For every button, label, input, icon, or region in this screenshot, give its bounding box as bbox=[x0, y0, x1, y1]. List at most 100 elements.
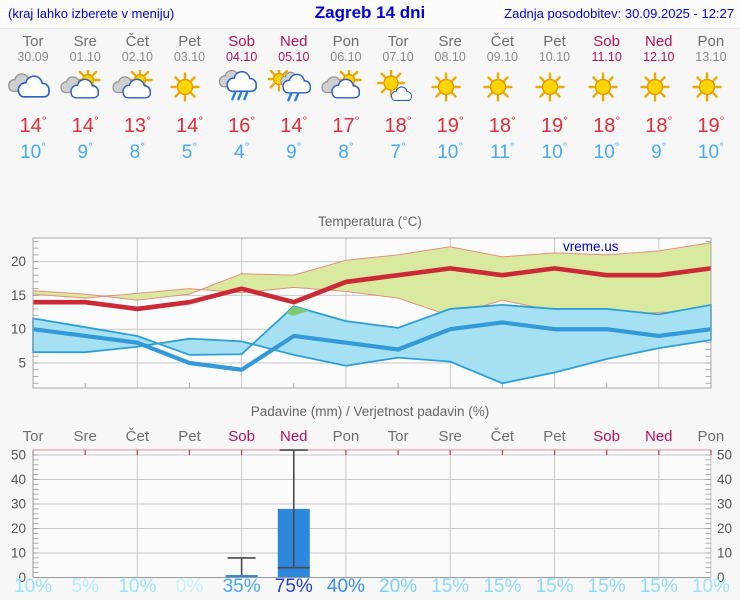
temperature-chart: 5 10 15 20 vreme.us bbox=[0, 233, 740, 393]
precip-day-label: Čet bbox=[490, 428, 514, 445]
day-name: Pet bbox=[178, 33, 201, 50]
precipitation-chart: 0 0 10 10 20 20 30 30 40 40 50 50 bbox=[0, 446, 740, 583]
weather-icon-rain bbox=[216, 65, 268, 112]
weather-icon-sunny bbox=[581, 65, 633, 112]
weather-icon-partly-cloudy bbox=[320, 65, 372, 112]
precip-probability: 10% bbox=[14, 576, 53, 597]
watermark-link[interactable]: vreme.us bbox=[563, 239, 619, 254]
precip-day-label: Pon bbox=[332, 428, 360, 445]
day-date: 08.10 bbox=[434, 50, 466, 64]
temperature-chart-title: Temperatura (°C) bbox=[318, 214, 422, 229]
day-column-sre-08-10[interactable]: Sre 08.10 19° 10° bbox=[424, 33, 476, 168]
svg-text:20: 20 bbox=[717, 521, 732, 536]
weather-icon-sunny bbox=[633, 65, 685, 112]
day-date: 01.10 bbox=[69, 50, 101, 64]
svg-text:15: 15 bbox=[11, 288, 26, 303]
precip-day-label: Sre bbox=[438, 428, 462, 445]
svg-text:10: 10 bbox=[717, 546, 732, 561]
precip-day-label: Tor bbox=[22, 428, 44, 445]
low-temp: 8° bbox=[129, 139, 146, 163]
precip-bar bbox=[225, 575, 258, 578]
low-temp: 10° bbox=[697, 139, 724, 163]
svg-text:50: 50 bbox=[717, 448, 732, 463]
high-temp: 14° bbox=[19, 113, 47, 137]
low-temp: 7° bbox=[390, 139, 406, 163]
day-name: Ned bbox=[280, 33, 308, 50]
day-name: Sre bbox=[73, 33, 97, 50]
temperature-chart-svg: 5 10 15 20 vreme.us bbox=[11, 237, 712, 389]
header-bar: (kraj lahko izberete v meniju) Zagreb 14… bbox=[0, 0, 740, 29]
low-temp: 8° bbox=[338, 139, 354, 163]
location-menu-note[interactable]: (kraj lahko izberete v meniju) bbox=[8, 6, 175, 21]
day-name: Pet bbox=[543, 33, 566, 50]
day-name: Ned bbox=[644, 33, 673, 50]
high-temp: 18° bbox=[488, 113, 516, 137]
low-temp: 10° bbox=[20, 139, 47, 163]
precip-probability: 75% bbox=[274, 576, 313, 597]
day-column-ned-05-10[interactable]: Ned 05.10 14° 9° bbox=[267, 33, 320, 168]
day-name: Sob bbox=[228, 33, 255, 50]
day-column-sob-11-10[interactable]: Sob 11.10 18° 10° bbox=[581, 33, 633, 168]
day-name: Tor bbox=[22, 33, 44, 50]
low-temp: 10° bbox=[593, 139, 620, 163]
low-temp: 4° bbox=[233, 139, 250, 163]
day-date: 30.09 bbox=[17, 50, 49, 64]
day-date: 04.10 bbox=[225, 50, 258, 64]
day-column-tor-30-09[interactable]: Tor 30.09 14° 10° bbox=[7, 33, 59, 168]
low-temp: 9° bbox=[77, 139, 93, 163]
last-update-timestamp: Zadnja posodobitev: 30.09.2025 - 12:27 bbox=[504, 6, 734, 21]
high-temp: 14° bbox=[71, 113, 99, 137]
precipitation-chart-svg: 0 0 10 10 20 20 30 30 40 40 50 50 bbox=[11, 448, 732, 583]
precip-probability: 15% bbox=[587, 576, 626, 597]
precip-probability: 15% bbox=[431, 576, 470, 597]
day-name: Tor bbox=[387, 33, 409, 50]
day-column-čet-02-10[interactable]: Čet 02.10 13° 8° bbox=[111, 33, 163, 168]
high-temp: 19° bbox=[540, 113, 568, 137]
low-temp: 10° bbox=[437, 139, 464, 163]
day-column-sob-04-10[interactable]: Sob 04.10 16° 4° bbox=[216, 33, 268, 168]
day-name: Sre bbox=[438, 33, 462, 50]
day-column-pet-10-10[interactable]: Pet 10.10 19° 10° bbox=[528, 33, 580, 168]
day-column-pon-13-10[interactable]: Pon 13.10 19° 10° bbox=[685, 33, 737, 168]
precip-probability: 10% bbox=[691, 576, 730, 597]
precip-probability: 15% bbox=[535, 576, 574, 597]
day-column-sre-01-10[interactable]: Sre 01.10 14° 9° bbox=[59, 33, 111, 168]
day-date: 07.10 bbox=[382, 50, 414, 64]
day-column-pon-06-10[interactable]: Pon 06.10 17° 8° bbox=[320, 33, 372, 168]
precip-day-label: Ned bbox=[644, 428, 673, 445]
day-name: Pon bbox=[697, 33, 725, 50]
day-name: Čet bbox=[125, 33, 150, 50]
precip-day-label: Pet bbox=[178, 428, 201, 445]
low-temp: 10° bbox=[541, 139, 568, 163]
day-column-pet-03-10[interactable]: Pet 03.10 14° 5° bbox=[163, 33, 215, 168]
svg-text:30: 30 bbox=[717, 497, 732, 512]
precipitation-day-labels: Tor Sre Čet Pet Sob Ned Pon Tor Sre Čet Pet Sob Ned P… bbox=[7, 428, 737, 445]
day-date: 03.10 bbox=[173, 50, 206, 64]
precip-day-label: Sob bbox=[228, 428, 255, 445]
precip-day-label: Pon bbox=[697, 428, 725, 445]
precip-probability: 0% bbox=[175, 576, 204, 597]
day-date: 05.10 bbox=[278, 50, 310, 64]
precip-probability: 10% bbox=[118, 576, 157, 597]
high-temp: 14° bbox=[280, 113, 308, 137]
weather-icon-mostly-sunny bbox=[372, 65, 424, 112]
weather-icon-sunny bbox=[685, 65, 737, 112]
day-column-tor-07-10[interactable]: Tor 07.10 18° 7° bbox=[372, 33, 424, 168]
weather-icon-partly-cloudy bbox=[111, 65, 163, 112]
precipitation-chart-title: Padavine (mm) / Verjetnost padavin (%) bbox=[250, 404, 490, 419]
svg-text:5: 5 bbox=[18, 356, 26, 371]
svg-text:0: 0 bbox=[717, 570, 725, 582]
day-date: 02.10 bbox=[121, 50, 153, 64]
svg-text:10: 10 bbox=[11, 546, 26, 561]
precip-day-label: Ned bbox=[280, 428, 308, 445]
precip-probability: 35% bbox=[222, 576, 261, 597]
high-temp: 13° bbox=[123, 113, 151, 137]
day-name: Pon bbox=[332, 33, 360, 50]
svg-text:40: 40 bbox=[717, 472, 732, 487]
day-column-čet-09-10[interactable]: Čet 09.10 18° 11° bbox=[476, 33, 528, 168]
day-column-ned-12-10[interactable]: Ned 12.10 18° 9° bbox=[633, 33, 685, 168]
svg-text:30: 30 bbox=[11, 497, 26, 512]
day-date: 12.10 bbox=[643, 50, 675, 64]
forecast-day-strip: Tor 30.09 14° 10° Sre 01.10 14° 9° Čet 02.10 13° 8°… bbox=[7, 33, 737, 168]
high-temp: 18° bbox=[645, 113, 673, 137]
